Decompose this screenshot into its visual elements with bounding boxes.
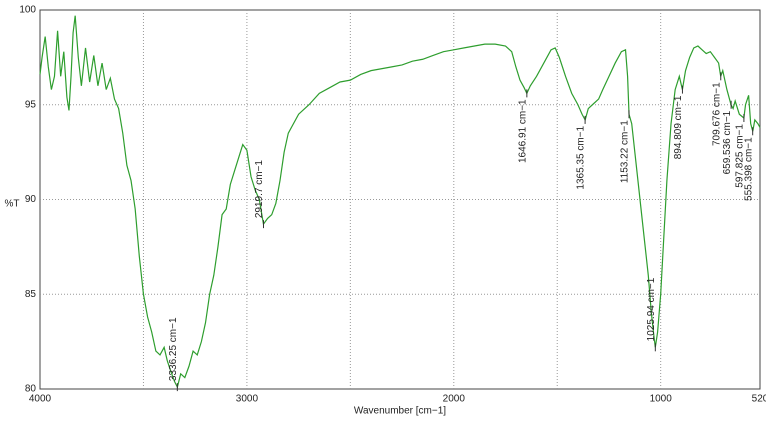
y-tick-label: 90 [25,194,37,205]
y-tick-label: 80 [25,384,37,395]
x-tick-label: 4000 [29,394,52,405]
spectrum-line [39,15,761,389]
peak-label: 2919.7 cm−1 [254,160,265,219]
peak-label: 555.398 cm−1 [743,137,754,201]
y-axis-label: %T [5,199,20,210]
x-axis-label: Wavenumber [cm−1] [354,406,446,417]
x-tick-label: 1000 [650,394,673,405]
y-tick-label: 95 [25,99,37,110]
peak-label: 1025.94 cm−1 [646,277,657,341]
x-tick-label: 520 [752,394,766,405]
y-tick-label: 85 [25,289,37,300]
peak-label: 1646.91 cm−1 [517,99,528,163]
peak-label: 1153.22 cm−1 [620,120,631,183]
x-tick-label: 3000 [236,394,259,405]
peak-label: 894.809 cm−1 [673,95,684,159]
peak-label: 3336.25 cm−1 [168,317,179,381]
y-tick-label: 100 [19,5,36,16]
peak-label: 1365.35 cm−1 [576,125,587,189]
peak-label: 597.825 cm−1 [735,124,746,188]
peak-label: 659.536 cm−1 [722,110,733,174]
x-tick-label: 2000 [443,394,466,405]
peak-label: 709.676 cm−1 [711,82,722,146]
